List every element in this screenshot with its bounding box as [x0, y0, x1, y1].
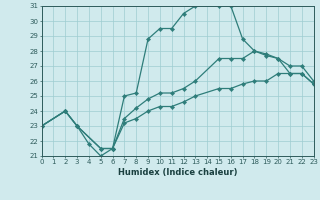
X-axis label: Humidex (Indice chaleur): Humidex (Indice chaleur): [118, 168, 237, 177]
